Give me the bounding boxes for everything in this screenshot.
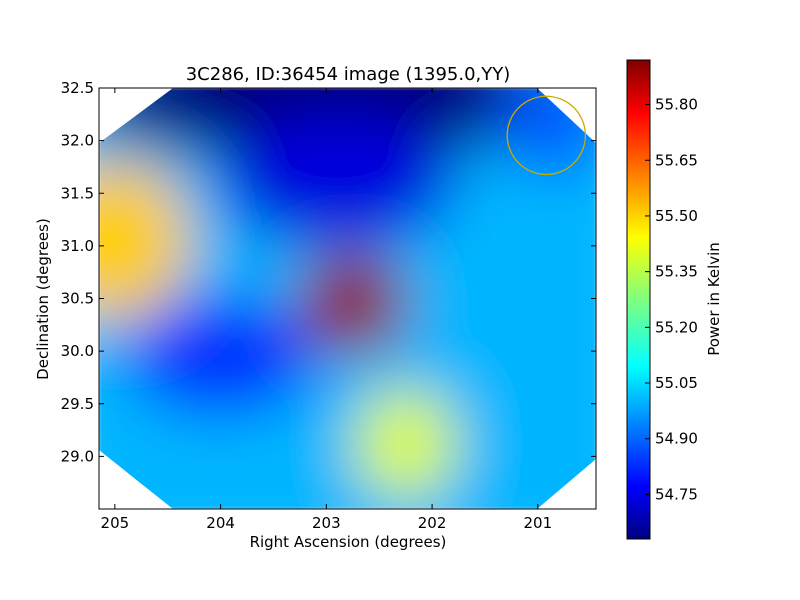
y-tick-label: 30.5 bbox=[61, 290, 94, 308]
y-tick-label: 29.0 bbox=[61, 447, 94, 465]
y-tick-label: 32.5 bbox=[61, 79, 94, 97]
y-axis-label: Declination (degrees) bbox=[34, 218, 52, 380]
colorbar-tick-label: 55.80 bbox=[655, 96, 698, 114]
colorbar-tick-label: 54.90 bbox=[655, 430, 698, 448]
x-tick-label: 204 bbox=[206, 514, 235, 532]
x-tick-label: 205 bbox=[101, 514, 130, 532]
y-tick-label: 32.0 bbox=[61, 132, 94, 150]
x-tick-label: 201 bbox=[524, 514, 553, 532]
colorbar bbox=[626, 59, 651, 540]
colorbar-ticks: 54.75 54.90 55.05 55.20 55.35 55.50 55.65 55.80 bbox=[645, 96, 698, 503]
heatmap-image bbox=[99, 88, 596, 509]
beam-circle-annotation bbox=[506, 95, 587, 176]
colorbar-tick-label: 55.20 bbox=[655, 318, 698, 336]
x-tick-label: 202 bbox=[418, 514, 447, 532]
y-axis-ticks: 29.0 29.5 30.0 30.5 31.0 31.5 32.0 32.5 bbox=[61, 79, 596, 465]
x-axis-label: Right Ascension (degrees) bbox=[250, 533, 447, 551]
colorbar-label: Power in Kelvin bbox=[705, 242, 723, 356]
colorbar-tick-label: 54.75 bbox=[655, 485, 698, 503]
x-tick-label: 203 bbox=[312, 514, 341, 532]
colorbar-tick-label: 55.50 bbox=[655, 207, 698, 225]
x-axis-ticks: 205 204 203 202 201 bbox=[101, 88, 553, 532]
y-tick-label: 31.0 bbox=[61, 237, 94, 255]
colorbar-tick-label: 55.05 bbox=[655, 374, 698, 392]
y-tick-label: 29.5 bbox=[61, 395, 94, 413]
colorbar-tick-label: 55.65 bbox=[655, 151, 698, 169]
colorbar-tick-label: 55.35 bbox=[655, 263, 698, 281]
y-tick-label: 30.0 bbox=[61, 342, 94, 360]
chart-title: 3C286, ID:36454 image (1395.0,YY) bbox=[186, 64, 511, 85]
y-tick-label: 31.5 bbox=[61, 184, 94, 202]
